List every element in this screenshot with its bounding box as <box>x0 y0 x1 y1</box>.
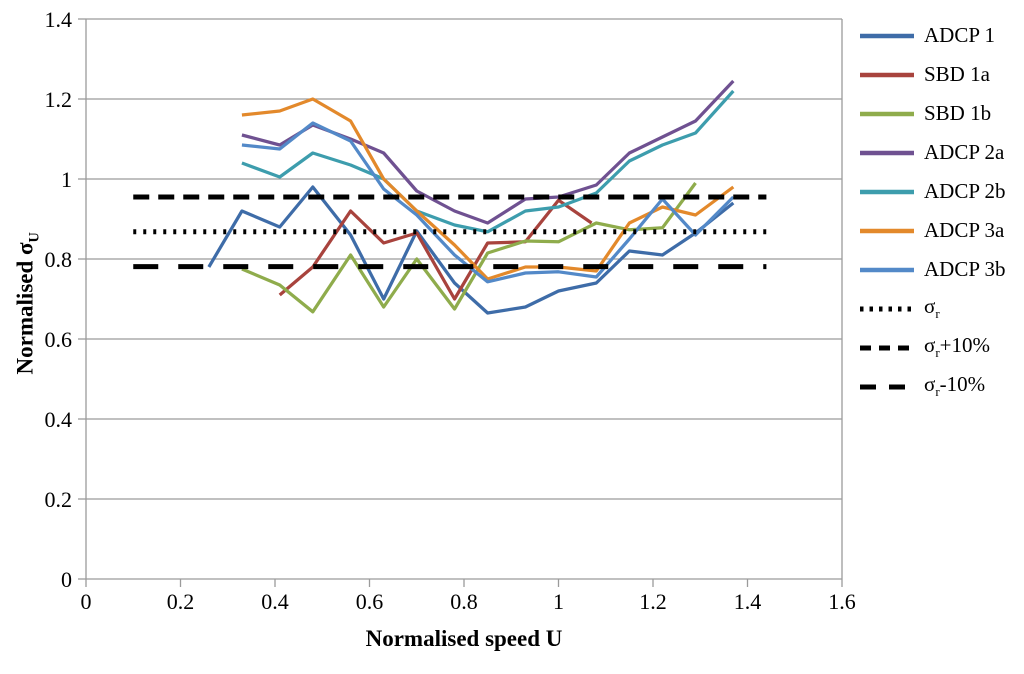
legend-item-sigma-r-minus-10pct: σr-10% <box>858 373 1024 400</box>
legend-item-sigma-r: σr <box>858 295 1024 322</box>
series-line-ADCP-1 <box>207 185 735 315</box>
legend-line-swatch <box>860 150 914 155</box>
x-tick-label: 0.6 <box>356 589 384 614</box>
x-tick-label: 1.6 <box>828 589 856 614</box>
y-tick-label: 1 <box>61 167 72 192</box>
x-axis-title: Normalised speed U <box>365 626 563 651</box>
legend-item-ADCP-2b: ADCP 2b <box>858 178 1024 205</box>
y-tick-label: 1.2 <box>45 87 73 112</box>
legend-item-ADCP-3b: ADCP 3b <box>858 256 1024 283</box>
y-axis-title: Normalised σU <box>13 183 44 423</box>
y-axis-title-text: Normalised σ <box>12 242 38 375</box>
x-tick-label: 0 <box>81 589 92 614</box>
x-tick-label: 1.4 <box>734 589 762 614</box>
legend-label: σr+10% <box>924 333 991 361</box>
y-axis-title-subscript: U <box>26 232 43 243</box>
legend-line-swatch <box>860 267 914 272</box>
x-tick-label: 1.2 <box>639 589 667 614</box>
x-tick-label: 0.2 <box>167 589 195 614</box>
legend-line-swatch <box>860 189 914 194</box>
series-line-SBD-1a <box>278 198 593 301</box>
legend-item-SBD-1a: SBD 1a <box>858 61 1024 88</box>
legend-label: σr <box>924 294 940 322</box>
y-tick-label: 1.4 <box>45 7 73 32</box>
legend-label: ADCP 3b <box>924 257 1006 281</box>
legend-line-swatch <box>860 306 914 311</box>
x-tick-label: 0.8 <box>450 589 478 614</box>
legend-label: ADCP 2b <box>924 179 1006 203</box>
y-tick-label: 0.6 <box>45 327 73 352</box>
legend-line-swatch <box>860 111 914 116</box>
legend-line-swatch <box>860 384 914 389</box>
x-tick-label: 1 <box>553 589 564 614</box>
legend-item-ADCP-3a: ADCP 3a <box>858 217 1024 244</box>
y-tick-label: 0.8 <box>45 247 73 272</box>
legend-label: SBD 1a <box>924 62 990 86</box>
series-line-SBD-1b <box>241 182 697 314</box>
legend-item-sigma-r-plus-10pct: σr+10% <box>858 334 1024 361</box>
series-line-ADCP-2b <box>241 89 735 234</box>
legend-line-swatch <box>860 228 914 233</box>
x-tick-label: 0.4 <box>261 589 289 614</box>
legend-line-swatch <box>860 72 914 77</box>
y-tick-label: 0.4 <box>45 407 73 432</box>
legend-line-swatch <box>860 345 914 350</box>
legend-label: ADCP 3a <box>924 218 1005 242</box>
legend-line-swatch <box>860 33 914 38</box>
y-tick-label: 0.2 <box>45 487 73 512</box>
legend-item-ADCP-1: ADCP 1 <box>858 22 1024 49</box>
legend-label: SBD 1b <box>924 101 992 125</box>
legend-item-ADCP-2a: ADCP 2a <box>858 139 1024 166</box>
series-line-ADCP-3b <box>241 121 735 284</box>
legend: ADCP 1 SBD 1a SBD 1b ADCP 2a ADCP 2b ADCP 3a A… <box>858 22 1024 412</box>
legend-item-SBD-1b: SBD 1b <box>858 100 1024 127</box>
legend-label: σr-10% <box>924 372 986 400</box>
legend-label: ADCP 2a <box>924 140 1005 164</box>
y-tick-label: 0 <box>61 567 72 592</box>
legend-label: ADCP 1 <box>924 23 995 47</box>
